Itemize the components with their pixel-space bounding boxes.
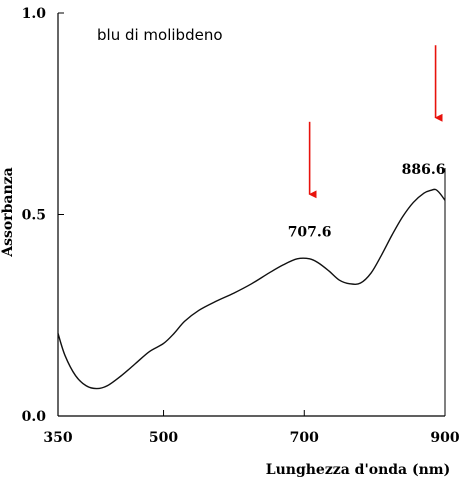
chart-annotation: blu di molibdeno [97, 26, 223, 44]
arrows-layer [308, 45, 443, 199]
series-layer [57, 188, 446, 390]
axes: 0.0 0.5 1.0 350 500 700 900 Lunghezza d'onda (n… [0, 6, 460, 478]
y-tick-label: 0.0 [22, 409, 47, 425]
peak-label-2: 886.6 [402, 162, 446, 178]
y-tick-label: 1.0 [22, 6, 47, 22]
x-tick-label: 700 [290, 430, 319, 446]
x-axis-title: Lunghezza d'onda (nm) [266, 462, 451, 478]
y-tick-label: 0.5 [22, 208, 46, 224]
x-tick-label: 900 [430, 430, 459, 446]
y-axis-title: Assorbanza [0, 167, 16, 257]
x-tick-label: 350 [43, 430, 72, 446]
x-tick-label: 500 [149, 430, 178, 446]
labels-layer: 707.6 886.6 blu di molibdeno [97, 26, 445, 241]
spectrum-line [57, 188, 446, 390]
peak-label-1: 707.6 [288, 225, 332, 241]
